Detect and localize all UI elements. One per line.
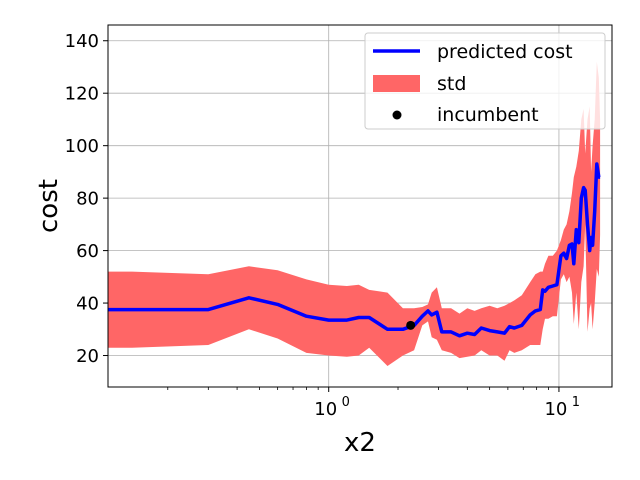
x-tick-label-exponent: 1 <box>572 395 580 410</box>
y-tick-label: 80 <box>76 189 99 210</box>
legend-swatch-incumbent <box>392 110 402 120</box>
legend-box <box>364 32 606 130</box>
std-band <box>108 61 601 366</box>
y-tick-label: 60 <box>76 241 99 262</box>
y-tick-label: 100 <box>65 136 99 157</box>
x-tick-label: 10 <box>314 399 337 420</box>
legend: predicted cost std incumbent <box>364 32 606 130</box>
y-tick-label: 140 <box>65 31 99 52</box>
y-tick-label: 40 <box>76 294 99 315</box>
legend-label-predicted-cost: predicted cost <box>437 41 573 63</box>
plot-frame <box>107 24 613 388</box>
y-tick-label: 20 <box>76 346 99 367</box>
incumbent-point <box>406 320 416 330</box>
y-tick-label: 120 <box>65 84 99 105</box>
x-axis-label: x2 <box>344 428 376 458</box>
x-tick-label: 10 <box>544 399 567 420</box>
predicted-cost-line <box>108 162 601 338</box>
legend-label-incumbent: incumbent <box>437 104 539 126</box>
y-axis-label: cost <box>34 179 64 233</box>
x-tick-label-exponent: 0 <box>342 395 350 410</box>
legend-swatch-std <box>373 75 420 92</box>
plot-area <box>108 61 601 366</box>
legend-label-std: std <box>437 73 466 95</box>
